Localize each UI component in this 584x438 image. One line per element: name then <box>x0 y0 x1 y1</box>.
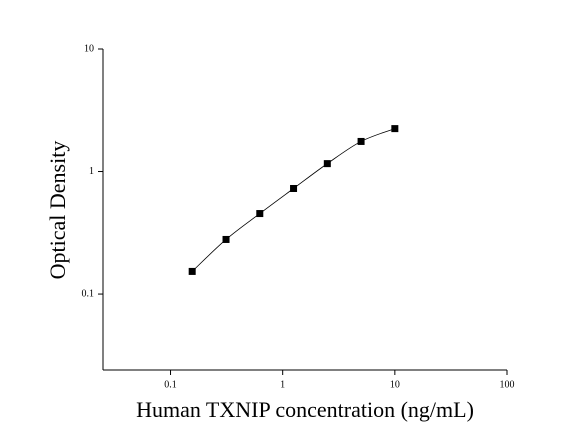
point <box>357 137 365 145</box>
x-tick-label: 10 <box>390 379 400 390</box>
y-axis-title: Optical Density <box>45 141 70 280</box>
point <box>188 267 196 275</box>
x-tick-label: 1 <box>280 379 285 390</box>
x-axis-title: Human TXNIP concentration (ng/mL) <box>136 397 474 422</box>
x-tick-label: 100 <box>500 379 515 390</box>
y-tick-label: 10 <box>84 43 94 54</box>
point <box>391 125 399 133</box>
y-tick-label: 1 <box>89 166 94 177</box>
fit-line <box>191 128 395 272</box>
y-tick-label: 0.1 <box>82 288 95 299</box>
point <box>290 184 298 192</box>
point <box>256 210 264 218</box>
point <box>222 235 230 243</box>
x-tick-label: 0.1 <box>164 379 177 390</box>
point <box>323 160 331 168</box>
